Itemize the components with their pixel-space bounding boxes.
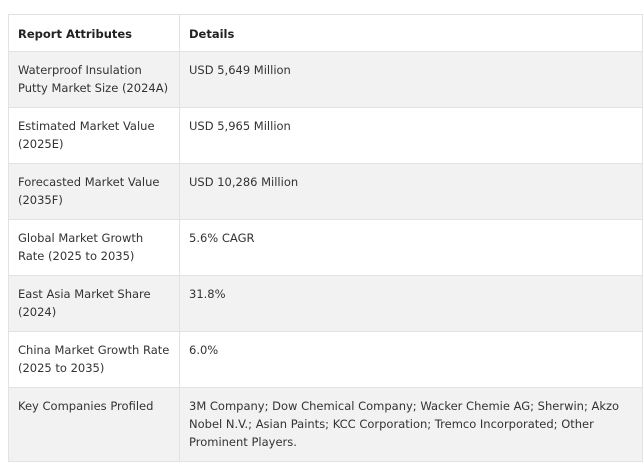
detail-cell: USD 10,286 Million <box>179 163 643 220</box>
attribute-cell: East Asia Market Share (2024) <box>8 275 180 332</box>
detail-cell: 3M Company; Dow Chemical Company; Wacker… <box>179 387 643 462</box>
table-row: Estimated Market Value (2025E) USD 5,965… <box>8 107 643 164</box>
table-row: Global Market Growth Rate (2025 to 2035)… <box>8 219 643 276</box>
detail-cell: 5.6% CAGR <box>179 219 643 276</box>
attribute-cell: China Market Growth Rate (2025 to 2035) <box>8 331 180 388</box>
attribute-cell: Estimated Market Value (2025E) <box>8 107 180 164</box>
detail-cell: 31.8% <box>179 275 643 332</box>
attribute-cell: Global Market Growth Rate (2025 to 2035) <box>8 219 180 276</box>
table-row: Forecasted Market Value (2035F) USD 10,2… <box>8 163 643 220</box>
attribute-cell: Forecasted Market Value (2035F) <box>8 163 180 220</box>
attribute-cell: Waterproof Insulation Putty Market Size … <box>8 51 180 108</box>
table-header-row: Report Attributes Details <box>8 14 643 52</box>
table-row: Waterproof Insulation Putty Market Size … <box>8 51 643 108</box>
detail-cell: USD 5,649 Million <box>179 51 643 108</box>
attribute-cell: Key Companies Profiled <box>8 387 180 462</box>
report-attributes-table-container: Report Attributes Details Waterproof Ins… <box>8 14 643 462</box>
header-report-attributes: Report Attributes <box>8 14 180 52</box>
report-attributes-table: Report Attributes Details Waterproof Ins… <box>8 14 643 462</box>
table-row: East Asia Market Share (2024) 31.8% <box>8 275 643 332</box>
header-details: Details <box>179 14 643 52</box>
detail-cell: USD 5,965 Million <box>179 107 643 164</box>
table-row: China Market Growth Rate (2025 to 2035) … <box>8 331 643 388</box>
table-row: Key Companies Profiled 3M Company; Dow C… <box>8 387 643 462</box>
detail-cell: 6.0% <box>179 331 643 388</box>
